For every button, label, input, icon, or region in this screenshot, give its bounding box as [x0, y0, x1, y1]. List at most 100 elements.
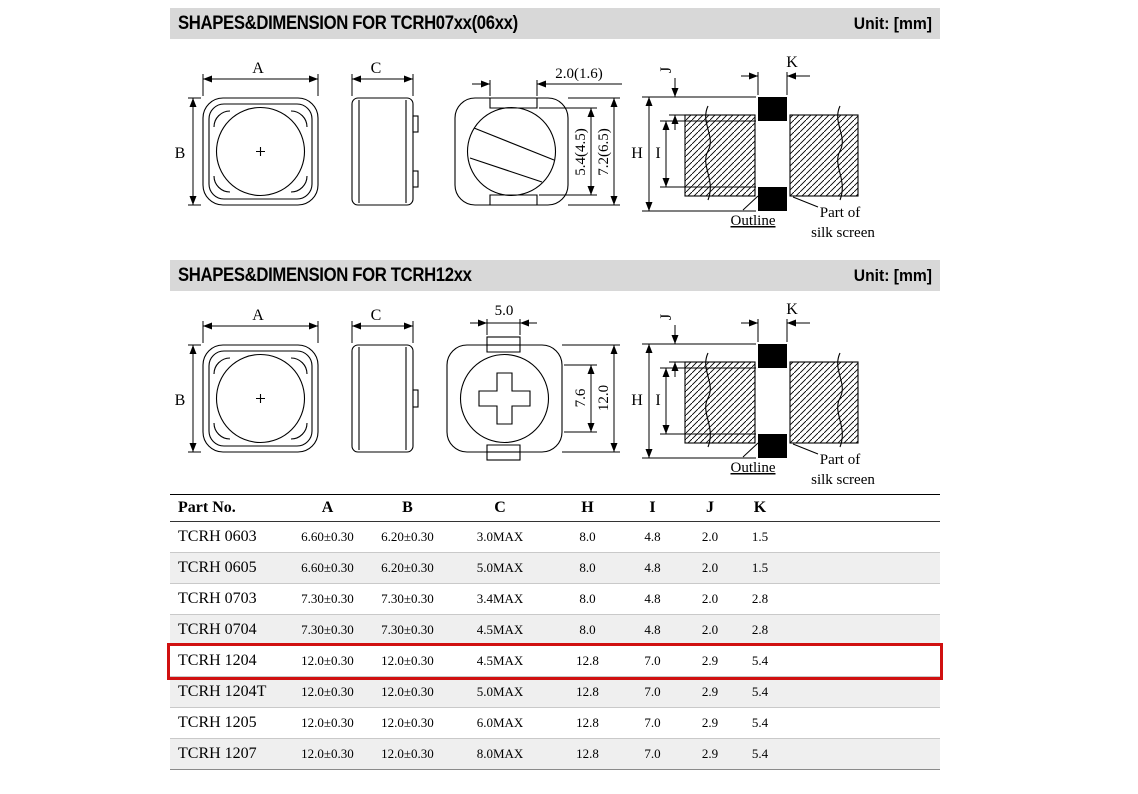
dim-cell-i: 7.0 — [644, 715, 661, 730]
section2-header-bar: SHAPES&DIMENSION FOR TCRH12xx Unit: [mm] — [170, 260, 940, 291]
dim-inner-height: 5.4(4.5) — [573, 128, 589, 176]
header-b: B — [402, 499, 413, 516]
dim-cell-j: 2.9 — [701, 684, 719, 699]
dim-label-h: H — [631, 392, 643, 409]
dim-cell-b: 6.20±0.30 — [381, 529, 434, 544]
dim-label-c: C — [371, 307, 382, 324]
top-pad — [758, 97, 787, 121]
part-no-cell: TCRH 1207 — [178, 745, 257, 762]
dim-label-b: B — [175, 392, 186, 409]
dim-cell-a: 6.60±0.30 — [301, 529, 354, 544]
dim-cell-b: 12.0±0.30 — [381, 653, 434, 668]
dim-cell-k: 5.4 — [751, 653, 769, 668]
dim-cell-i: 4.8 — [644, 560, 661, 575]
dim-cell-a: 6.60±0.30 — [301, 560, 354, 575]
section2-unit-label: Unit: [mm] — [853, 265, 932, 285]
dim-cell-k: 1.5 — [751, 529, 769, 544]
dim-label-k: K — [786, 54, 798, 71]
dim-cell-j: 2.9 — [701, 653, 719, 668]
table-row: TCRH 1207 12.0±0.30 12.0±0.30 8.0MAX 12.… — [170, 739, 940, 770]
dim-cell-h: 8.0 — [579, 560, 596, 575]
part-no-cell: TCRH 1204 — [178, 652, 257, 669]
table-row: TCRH 1205 12.0±0.30 12.0±0.30 6.0MAX 12.… — [170, 708, 940, 739]
dim-cell-h: 8.0 — [579, 529, 596, 544]
bottom-view — [454, 80, 622, 206]
dim-cell-i: 4.8 — [644, 529, 661, 544]
table-header-row: Part No. A B C H I J K — [170, 494, 940, 522]
dim-cell-a: 12.0±0.30 — [301, 715, 354, 730]
dim-cell-k: 5.4 — [751, 746, 769, 761]
part-no-cell: TCRH 0605 — [178, 559, 257, 576]
dim-label-b: B — [175, 145, 186, 162]
bottom-view — [446, 319, 620, 461]
dim-cell-h: 8.0 — [579, 622, 596, 637]
dim-cell-b: 7.30±0.30 — [381, 591, 434, 606]
dim-label-i: I — [655, 145, 660, 162]
dim-cell-j: 2.0 — [701, 591, 719, 606]
header-part-no: Part No. — [178, 499, 236, 516]
silkscreen-label-line1: Part of — [820, 452, 860, 468]
dim-cell-h: 12.8 — [576, 715, 599, 730]
dim-cell-a: 12.0±0.30 — [301, 653, 354, 668]
table-row: TCRH 0703 7.30±0.30 7.30±0.30 3.4MAX 8.0… — [170, 584, 940, 615]
dim-label-j: J — [658, 314, 675, 320]
table-row-highlighted: TCRH 1204 12.0±0.30 12.0±0.30 4.5MAX 12.… — [170, 646, 940, 677]
part-no-cell: TCRH 1205 — [178, 714, 257, 731]
part-no-cell: TCRH 0704 — [178, 621, 257, 638]
dim-cell-j: 2.0 — [701, 622, 719, 637]
dim-cell-b: 12.0±0.30 — [381, 746, 434, 761]
bottom-pad — [758, 434, 787, 458]
dim-label-a: A — [252, 60, 264, 77]
header-i: I — [649, 499, 656, 516]
drawings-tcrh07: A B C 2.0 — [175, 54, 876, 241]
section2-title: SHAPES&DIMENSION FOR TCRH12xx — [178, 264, 472, 286]
dim-cell-i: 4.8 — [644, 622, 661, 637]
bottom-pad — [758, 187, 787, 211]
side-view — [351, 321, 419, 453]
dim-cell-a: 12.0±0.30 — [301, 746, 354, 761]
dim-cell-k: 1.5 — [751, 560, 769, 575]
dim-cell-a: 12.0±0.30 — [301, 684, 354, 699]
dim-label-h: H — [631, 145, 643, 162]
dim-cell-c: 8.0MAX — [476, 746, 524, 761]
dim-cell-b: 7.30±0.30 — [381, 622, 434, 637]
dim-cell-a: 7.30±0.30 — [301, 622, 354, 637]
table-row: TCRH 1204T 12.0±0.30 12.0±0.30 5.0MAX 12… — [170, 677, 940, 708]
dim-cell-j: 2.9 — [701, 746, 719, 761]
table-row: TCRH 0603 6.60±0.30 6.20±0.30 3.0MAX 8.0… — [170, 522, 940, 553]
dim-cell-i: 7.0 — [644, 746, 661, 761]
dim-cell-b: 12.0±0.30 — [381, 715, 434, 730]
dimension-table: Part No. A B C H I J K TCRH 0603 6.60±0.… — [170, 494, 940, 770]
outline-label: Outline — [731, 460, 776, 476]
table-row: TCRH 0605 6.60±0.30 6.20±0.30 5.0MAX 8.0… — [170, 553, 940, 584]
silkscreen-label-line1: Part of — [820, 205, 860, 221]
dim-cell-c: 4.5MAX — [476, 622, 524, 637]
section1-title: SHAPES&DIMENSION FOR TCRH07xx(06xx) — [178, 12, 518, 34]
dim-cell-c: 6.0MAX — [476, 715, 524, 730]
header-j: J — [706, 499, 714, 516]
front-view — [188, 321, 319, 453]
land-pattern — [642, 72, 859, 212]
dim-cell-b: 12.0±0.30 — [381, 684, 434, 699]
dim-cell-i: 4.8 — [644, 591, 661, 606]
side-view — [351, 74, 419, 206]
dim-label-a: A — [252, 307, 264, 324]
section1-header-bar: SHAPES&DIMENSION FOR TCRH07xx(06xx) Unit… — [170, 8, 940, 39]
part-no-cell: TCRH 0603 — [178, 528, 257, 545]
dim-label-c: C — [371, 60, 382, 77]
dim-cell-i: 7.0 — [644, 684, 661, 699]
dim-cell-j: 2.0 — [701, 529, 719, 544]
dim-cell-h: 12.8 — [576, 684, 599, 699]
drawings-tcrh12: A B C 5.0 — [175, 301, 876, 488]
header-c: C — [494, 499, 506, 516]
section1-unit-label: Unit: [mm] — [853, 13, 932, 33]
dim-cell-c: 5.0MAX — [476, 560, 524, 575]
header-h: H — [581, 499, 594, 516]
dim-cell-a: 7.30±0.30 — [301, 591, 354, 606]
header-k: K — [753, 499, 767, 516]
dim-cell-h: 12.8 — [576, 746, 599, 761]
dim-cell-j: 2.0 — [701, 560, 719, 575]
dim-label-i: I — [655, 392, 660, 409]
part-no-cell: TCRH 1204T — [178, 683, 267, 700]
